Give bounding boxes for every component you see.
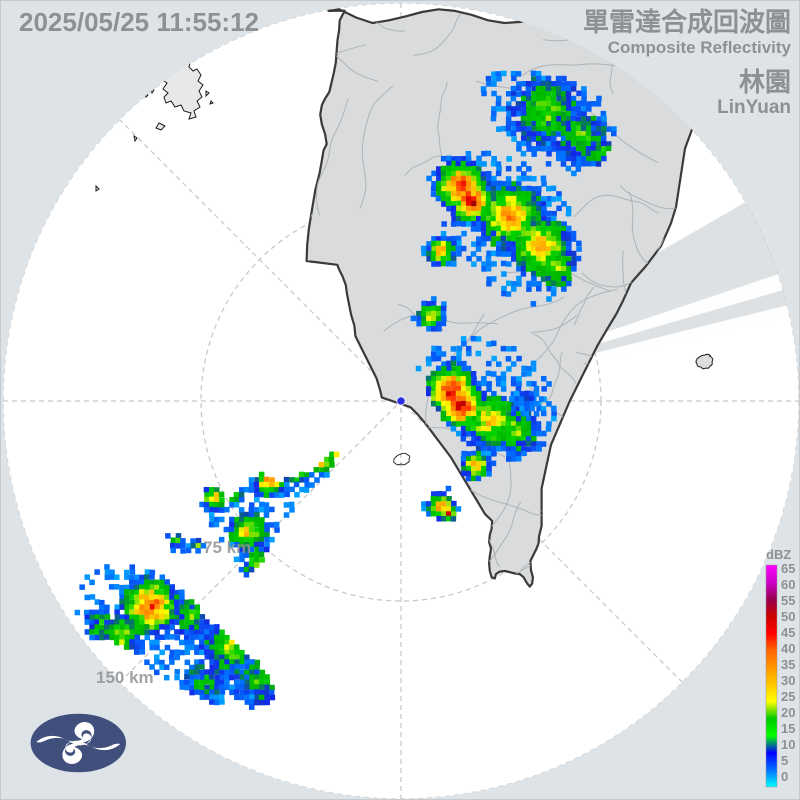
svg-text:單雷達合成回波圖: 單雷達合成回波圖 [583, 7, 791, 37]
svg-text:林園: 林園 [739, 67, 791, 97]
svg-text:35: 35 [781, 657, 795, 672]
svg-text:30: 30 [781, 673, 795, 688]
svg-text:10: 10 [781, 737, 795, 752]
svg-text:40: 40 [781, 641, 795, 656]
svg-text:75 km: 75 km [203, 538, 251, 557]
svg-text:65: 65 [781, 561, 795, 576]
svg-text:20: 20 [781, 705, 795, 720]
svg-text:150 km: 150 km [96, 668, 154, 687]
svg-text:Composite Reflectivity: Composite Reflectivity [608, 38, 792, 57]
svg-text:5: 5 [781, 753, 788, 768]
svg-text:2025/05/25 11:55:12: 2025/05/25 11:55:12 [19, 7, 259, 37]
svg-text:15: 15 [781, 721, 795, 736]
svg-text:55: 55 [781, 593, 795, 608]
svg-text:25: 25 [781, 689, 795, 704]
svg-text:50: 50 [781, 609, 795, 624]
svg-text:60: 60 [781, 577, 795, 592]
svg-text:LinYuan: LinYuan [717, 97, 791, 118]
svg-text:dBZ: dBZ [766, 547, 791, 562]
svg-text:0: 0 [781, 769, 788, 784]
svg-text:45: 45 [781, 625, 795, 640]
